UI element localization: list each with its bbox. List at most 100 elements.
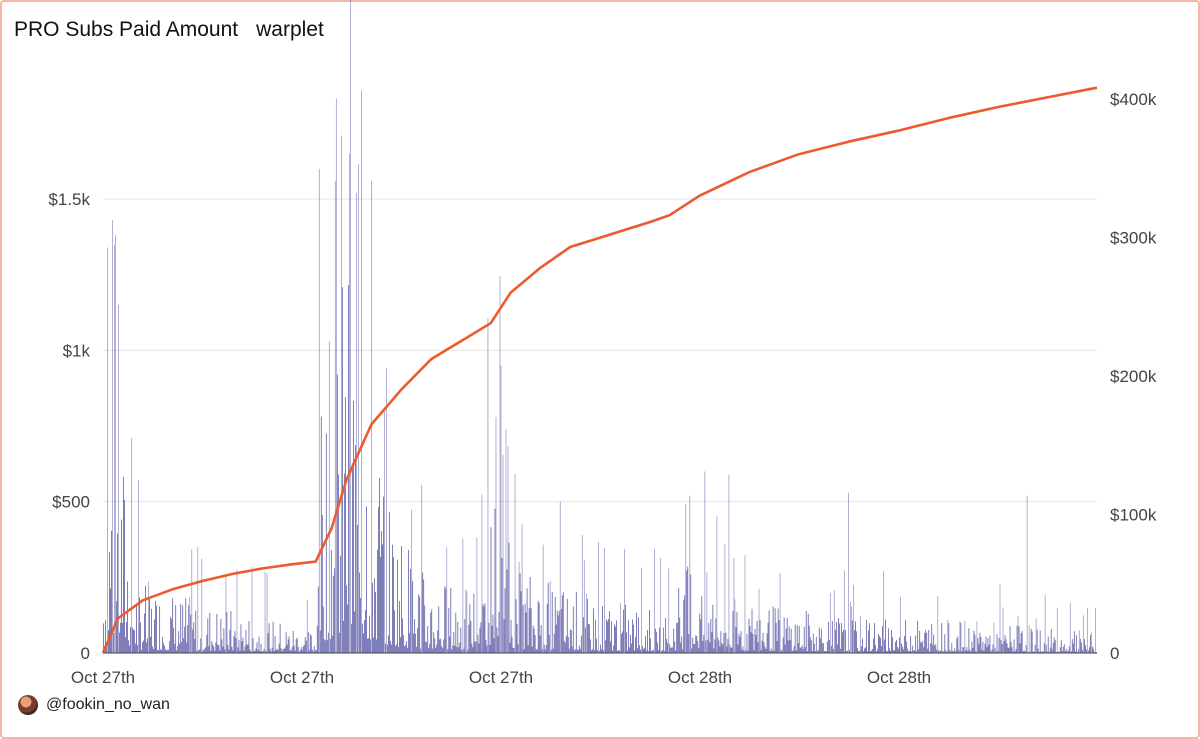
right-tick-label: 0 (1110, 644, 1119, 663)
bar (997, 651, 999, 653)
bar (947, 619, 949, 653)
bar (899, 637, 900, 653)
bar (648, 650, 649, 653)
bar (1082, 615, 1084, 653)
bar (168, 649, 170, 653)
bar (688, 634, 690, 653)
bar (1050, 629, 1052, 653)
bar (110, 588, 111, 653)
bar (169, 641, 171, 653)
bar (722, 644, 724, 653)
bar (952, 650, 954, 653)
bar (788, 626, 790, 653)
bar (909, 650, 911, 653)
bar (270, 651, 272, 653)
bar (271, 647, 273, 653)
bar (592, 608, 594, 653)
bar (819, 638, 821, 653)
bar (414, 619, 416, 653)
bar (738, 633, 740, 653)
bar (1013, 639, 1015, 653)
left-tick-label: $500 (52, 493, 90, 512)
bar (374, 578, 375, 653)
x-tick-label: Oct 27th (469, 668, 533, 687)
bar (1084, 644, 1086, 653)
bar (1044, 595, 1046, 653)
bar (258, 636, 260, 653)
bar (454, 645, 456, 653)
bar (643, 648, 644, 653)
bar (218, 645, 220, 653)
bar (1037, 648, 1039, 653)
bar (749, 626, 751, 653)
bar (1026, 495, 1028, 653)
x-tick-label: Oct 27th (270, 668, 334, 687)
bar (945, 650, 947, 653)
bar (490, 527, 492, 653)
bar (148, 581, 149, 653)
bar (613, 645, 614, 653)
bar (983, 650, 985, 653)
bar (704, 471, 706, 653)
bar (216, 613, 218, 653)
bar (1023, 650, 1025, 653)
bar (190, 614, 192, 653)
bar (622, 631, 623, 653)
bar (601, 649, 602, 653)
bar (425, 641, 427, 653)
bar (973, 630, 975, 653)
bar (373, 637, 374, 653)
bar (457, 622, 459, 653)
bar (397, 559, 398, 653)
bar (852, 620, 853, 653)
bar (624, 548, 625, 653)
bar (403, 635, 405, 653)
bar (544, 649, 546, 653)
bar (130, 627, 131, 653)
bar (1075, 635, 1077, 653)
bar (530, 608, 532, 653)
bar (244, 646, 246, 653)
bar (673, 628, 675, 653)
bar (827, 621, 829, 653)
bar (858, 651, 859, 653)
bar (554, 596, 556, 653)
bar (359, 572, 360, 653)
bar (1027, 651, 1029, 653)
bar (526, 588, 528, 653)
bar (234, 631, 236, 653)
bar (1045, 644, 1047, 653)
bar (930, 643, 932, 653)
bar (476, 537, 478, 653)
bar (639, 645, 640, 653)
bar (344, 397, 346, 653)
bar (957, 636, 959, 653)
bar (469, 604, 471, 653)
bar (711, 632, 713, 653)
bar (211, 641, 213, 653)
bar (1005, 639, 1007, 653)
bar (257, 650, 259, 653)
right-tick-label: $100k (1110, 505, 1157, 524)
bar (821, 642, 823, 653)
bar (237, 647, 239, 653)
bar (281, 651, 283, 653)
bar (372, 582, 373, 653)
bar (182, 605, 184, 653)
bar (111, 530, 112, 653)
bar (561, 595, 563, 653)
bar (583, 560, 585, 653)
bar (449, 636, 451, 653)
bar (523, 649, 525, 653)
bar (315, 650, 317, 653)
bar (212, 644, 214, 653)
bar (990, 651, 992, 653)
bar (660, 557, 662, 653)
bar (568, 648, 570, 653)
bar (332, 575, 334, 653)
bar (247, 644, 249, 653)
bar (375, 591, 376, 653)
bar (771, 650, 773, 653)
bar (377, 549, 378, 653)
bar (905, 620, 907, 653)
